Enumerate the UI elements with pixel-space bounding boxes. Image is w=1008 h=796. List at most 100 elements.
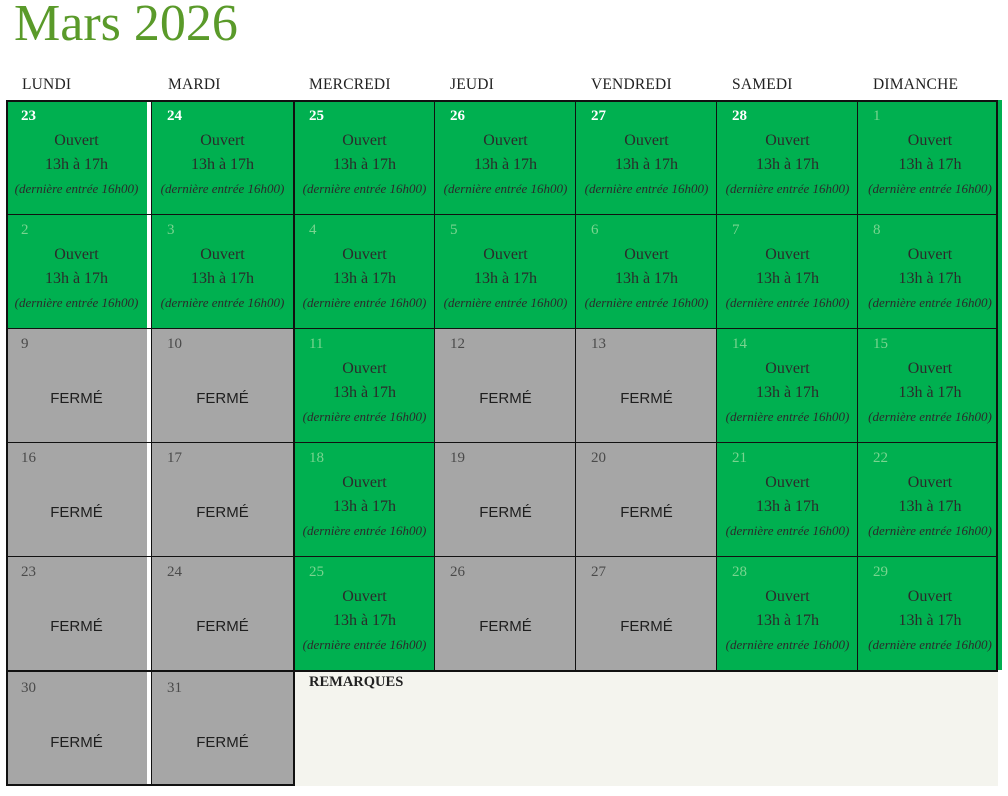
day-cell[interactable]: 27 Ouvert 13h à 17h (dernière entrée 16h00) — [576, 100, 717, 214]
day-cell[interactable]: 29 Ouvert 13h à 17h (dernière entrée 16h00) — [858, 556, 1002, 670]
closed-status: FERMÉ — [196, 618, 249, 635]
day-cell[interactable]: 11 Ouvert 13h à 17h (dernière entrée 16h00) — [294, 328, 435, 442]
grid-divider — [857, 100, 858, 672]
last-entry-note: (dernière entrée 16h00) — [868, 181, 992, 196]
weekday-dimanche: DIMANCHE — [873, 76, 959, 93]
grid-divider — [151, 100, 152, 786]
closed-status: FERMÉ — [196, 390, 249, 407]
day-number: 2 — [21, 222, 29, 238]
open-hours: 13h à 17h — [332, 612, 397, 629]
day-cell[interactable]: 2 Ouvert 13h à 17h (dernière entrée 16h00) — [6, 214, 147, 328]
last-entry-note: (dernière entrée 16h00) — [868, 295, 992, 310]
day-cell[interactable]: 5 Ouvert 13h à 17h (dernière entrée 16h00) — [435, 214, 576, 328]
open-hours: 13h à 17h — [332, 498, 397, 515]
day-cell[interactable]: 28 Ouvert 13h à 17h (dernière entrée 16h00) — [717, 556, 858, 670]
open-status: Ouvert — [907, 360, 953, 377]
last-entry-note: (dernière entrée 16h00) — [160, 295, 285, 310]
open-hours: 13h à 17h — [755, 498, 820, 515]
open-status: Ouvert — [765, 360, 810, 377]
day-cell[interactable]: 26 Ouvert 13h à 17h (dernière entrée 16h00) — [435, 100, 576, 214]
closed-status: FERMÉ — [479, 618, 532, 635]
day-number: 28 — [732, 564, 747, 580]
day-cell[interactable]: 28 Ouvert 13h à 17h (dernière entrée 16h00) — [717, 100, 858, 214]
day-cell[interactable]: 18 Ouvert 13h à 17h (dernière entrée 16h00) — [294, 442, 435, 556]
last-entry-note: (dernière entrée 16h00) — [725, 295, 850, 310]
day-cell[interactable]: 16 FERMÉ — [6, 442, 147, 556]
day-cell[interactable]: 21 Ouvert 13h à 17h (dernière entrée 16h00) — [717, 442, 858, 556]
open-status: Ouvert — [907, 246, 953, 263]
day-number: 1 — [873, 108, 881, 124]
weekday-vendredi: VENDREDI — [591, 76, 672, 93]
day-cell[interactable]: 6 Ouvert 13h à 17h (dernière entrée 16h00) — [576, 214, 717, 328]
open-hours: 13h à 17h — [190, 156, 255, 173]
day-cell[interactable]: 25 Ouvert 13h à 17h (dernière entrée 16h00) — [294, 100, 435, 214]
day-cell[interactable]: 8 Ouvert 13h à 17h (dernière entrée 16h00) — [858, 214, 1002, 328]
day-cell[interactable]: 17 FERMÉ — [152, 442, 293, 556]
closed-status: FERMÉ — [620, 504, 673, 521]
open-hours: 13h à 17h — [614, 156, 679, 173]
day-number: 23 — [21, 108, 36, 124]
weekday-mardi: MARDI — [168, 76, 221, 93]
day-number: 16 — [21, 450, 36, 466]
weekday-jeudi: JEUDI — [450, 76, 495, 93]
day-cell[interactable]: 30 FERMÉ — [6, 672, 147, 786]
day-cell[interactable]: 22 Ouvert 13h à 17h (dernière entrée 16h00) — [858, 442, 1002, 556]
day-cell[interactable]: 27 FERMÉ — [576, 556, 717, 670]
day-cell[interactable]: 23 Ouvert 13h à 17h (dernière entrée 16h00) — [6, 100, 147, 214]
day-number: 28 — [732, 108, 747, 124]
day-cell[interactable]: 19 FERMÉ — [435, 442, 576, 556]
open-status: Ouvert — [200, 246, 245, 263]
closed-status: FERMÉ — [50, 618, 103, 635]
day-number: 15 — [873, 336, 888, 352]
open-status: Ouvert — [342, 246, 387, 263]
day-number: 9 — [21, 336, 29, 352]
grid-divider — [434, 100, 435, 672]
last-entry-note: (dernière entrée 16h00) — [584, 181, 709, 196]
day-cell[interactable]: 3 Ouvert 13h à 17h (dernière entrée 16h00) — [152, 214, 293, 328]
open-status: Ouvert — [342, 132, 387, 149]
open-status: Ouvert — [200, 132, 245, 149]
last-entry-note: (dernière entrée 16h00) — [443, 181, 568, 196]
day-cell[interactable]: 25 Ouvert 13h à 17h (dernière entrée 16h00) — [294, 556, 435, 670]
open-hours: 13h à 17h — [755, 384, 820, 401]
day-number: 24 — [167, 108, 182, 124]
day-cell[interactable]: 14 Ouvert 13h à 17h (dernière entrée 16h00) — [717, 328, 858, 442]
open-status: Ouvert — [907, 132, 953, 149]
day-cell[interactable]: 24 FERMÉ — [152, 556, 293, 670]
last-entry-note: (dernière entrée 16h00) — [302, 637, 427, 652]
open-status: Ouvert — [765, 588, 810, 605]
day-cell[interactable]: 12 FERMÉ — [435, 328, 576, 442]
last-entry-note: (dernière entrée 16h00) — [443, 295, 568, 310]
day-cell[interactable]: 24 Ouvert 13h à 17h (dernière entrée 16h00) — [152, 100, 293, 214]
day-number: 22 — [873, 450, 888, 466]
day-cell[interactable]: 31 FERMÉ — [152, 672, 293, 786]
day-cell[interactable]: 1 Ouvert 13h à 17h (dernière entrée 16h00) — [858, 100, 1002, 214]
day-cell[interactable]: 20 FERMÉ — [576, 442, 717, 556]
day-cell[interactable]: 15 Ouvert 13h à 17h (dernière entrée 16h00) — [858, 328, 1002, 442]
day-cell[interactable]: 7 Ouvert 13h à 17h (dernière entrée 16h00) — [717, 214, 858, 328]
open-hours: 13h à 17h — [898, 612, 962, 629]
day-cell[interactable]: 4 Ouvert 13h à 17h (dernière entrée 16h00) — [294, 214, 435, 328]
open-status: Ouvert — [483, 132, 528, 149]
remarks-label: REMARQUES — [309, 674, 404, 690]
day-cell[interactable]: 23 FERMÉ — [6, 556, 147, 670]
day-cell[interactable]: 10 FERMÉ — [152, 328, 293, 442]
day-cell[interactable]: 26 FERMÉ — [435, 556, 576, 670]
grid-divider — [6, 328, 998, 329]
open-hours: 13h à 17h — [755, 270, 820, 287]
grid-border — [6, 100, 998, 102]
grid-divider — [6, 784, 294, 786]
grid-border — [6, 100, 8, 786]
closed-status: FERMÉ — [620, 390, 673, 407]
open-status: Ouvert — [907, 474, 953, 491]
open-status: Ouvert — [54, 246, 99, 263]
day-cell[interactable]: 9 FERMÉ — [6, 328, 147, 442]
day-number: 8 — [873, 222, 881, 238]
remarks-area[interactable]: REMARQUES — [294, 672, 998, 786]
last-entry-note: (dernière entrée 16h00) — [868, 637, 992, 652]
last-entry-note: (dernière entrée 16h00) — [868, 523, 992, 538]
day-number: 13 — [591, 336, 606, 352]
open-hours: 13h à 17h — [332, 384, 397, 401]
day-cell[interactable]: 13 FERMÉ — [576, 328, 717, 442]
closed-status: FERMÉ — [196, 734, 249, 751]
